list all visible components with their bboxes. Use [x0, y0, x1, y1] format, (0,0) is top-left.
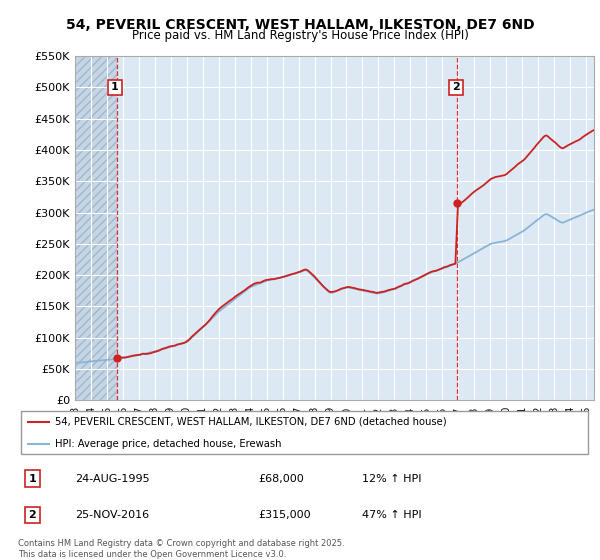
Bar	[75, 56, 118, 400]
Text: 24-AUG-1995: 24-AUG-1995	[76, 474, 150, 484]
Text: 2: 2	[28, 510, 36, 520]
Text: 54, PEVERIL CRESCENT, WEST HALLAM, ILKESTON, DE7 6ND: 54, PEVERIL CRESCENT, WEST HALLAM, ILKES…	[65, 18, 535, 32]
Text: 25-NOV-2016: 25-NOV-2016	[76, 510, 149, 520]
Text: £315,000: £315,000	[259, 510, 311, 520]
Text: 2: 2	[452, 82, 460, 92]
Text: 1: 1	[111, 82, 119, 92]
Text: Price paid vs. HM Land Registry's House Price Index (HPI): Price paid vs. HM Land Registry's House …	[131, 29, 469, 42]
Text: £68,000: £68,000	[259, 474, 304, 484]
Text: 12% ↑ HPI: 12% ↑ HPI	[362, 474, 421, 484]
Text: 47% ↑ HPI: 47% ↑ HPI	[362, 510, 421, 520]
Text: Contains HM Land Registry data © Crown copyright and database right 2025.
This d: Contains HM Land Registry data © Crown c…	[18, 539, 344, 559]
Text: 1: 1	[28, 474, 36, 484]
Text: 54, PEVERIL CRESCENT, WEST HALLAM, ILKESTON, DE7 6ND (detached house): 54, PEVERIL CRESCENT, WEST HALLAM, ILKES…	[55, 417, 447, 427]
Text: HPI: Average price, detached house, Erewash: HPI: Average price, detached house, Erew…	[55, 438, 282, 449]
